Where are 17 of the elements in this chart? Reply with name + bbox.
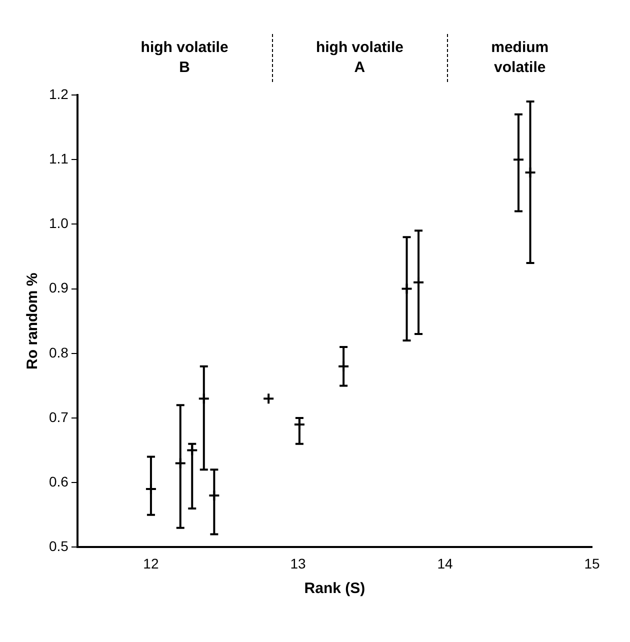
x-tick-label: 14 [437,555,453,572]
text: high volatile B [140,38,230,78]
y-tick-label: 0.9 [48,280,69,296]
text: high volatile A [314,38,404,78]
text: medium volatile [490,38,550,78]
y-tick-label: 1.2 [48,86,69,102]
x-tick-label: 12 [143,555,159,572]
y-tick-label: 0.6 [48,473,69,490]
x-axis-title: Rank (S) [304,580,366,598]
y-tick-label: 0.8 [48,344,69,360]
y-tick-label: 0.5 [48,538,69,554]
y-axis-title: Ro random % [24,272,42,370]
y-tick-label: 1.0 [48,215,69,232]
y-tick-label: 1.1 [48,150,69,166]
x-tick-label: 15 [584,555,600,572]
x-tick-label: 13 [290,555,306,572]
y-tick-label: 0.7 [48,408,69,425]
